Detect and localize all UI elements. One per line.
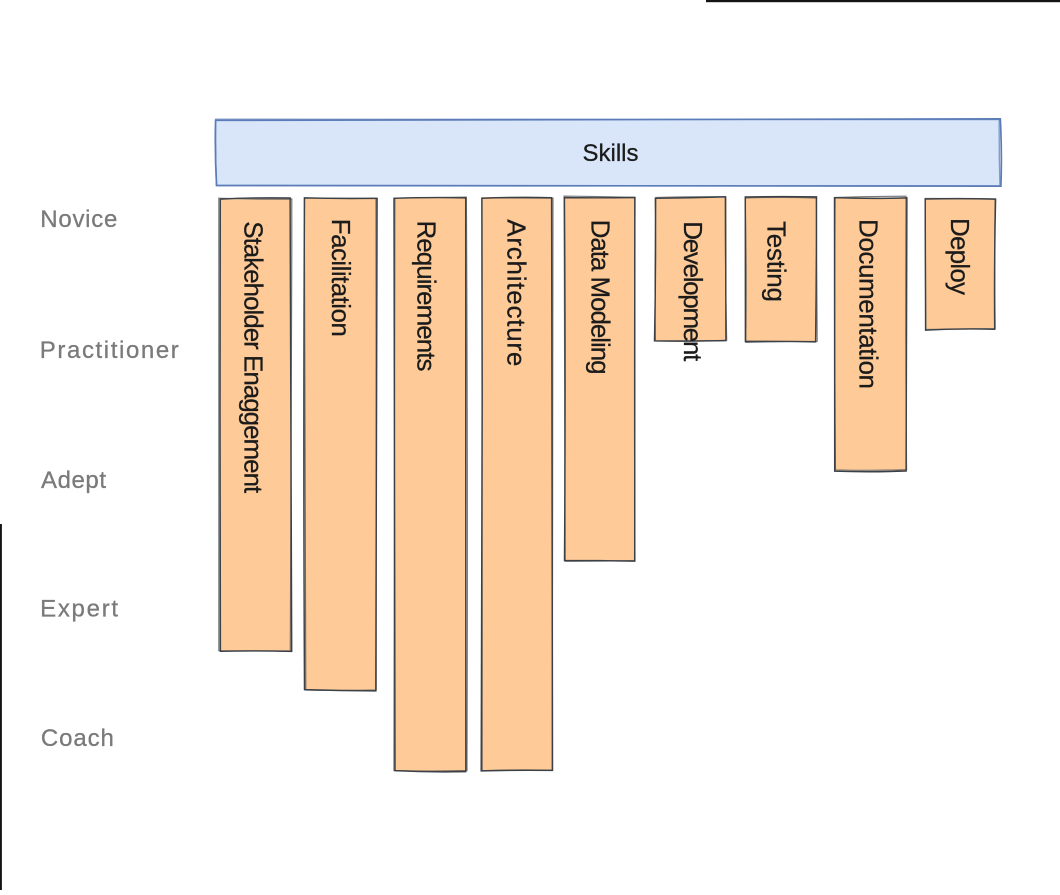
svg-text:Adept: Adept — [41, 467, 106, 494]
svg-text:Data Modeling: Data Modeling — [585, 220, 615, 375]
svg-text:Documentation: Documentation — [854, 219, 884, 389]
svg-text:Expert: Expert — [40, 596, 118, 623]
svg-text:Requirements: Requirements — [411, 221, 441, 372]
svg-text:Stakeholder Enaggement: Stakeholder Enaggement — [238, 221, 268, 494]
svg-text:Facilitation: Facilitation — [326, 219, 356, 337]
svg-text:Coach: Coach — [41, 725, 114, 752]
svg-text:Practitioner: Practitioner — [40, 337, 179, 364]
svg-text:Development: Development — [678, 221, 708, 362]
svg-text:Architecture: Architecture — [502, 219, 532, 366]
svg-text:Novice: Novice — [40, 206, 117, 233]
svg-text:Testing: Testing — [762, 221, 792, 302]
svg-text:Skills: Skills — [583, 140, 639, 167]
svg-text:Deploy: Deploy — [945, 218, 975, 295]
